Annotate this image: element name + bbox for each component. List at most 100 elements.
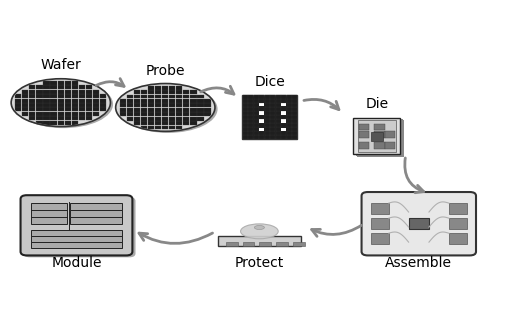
Bar xyxy=(79,94,85,98)
Bar xyxy=(58,85,64,89)
Bar xyxy=(259,132,264,135)
Bar xyxy=(270,103,275,107)
Bar xyxy=(31,242,122,248)
Bar xyxy=(259,242,271,246)
Bar xyxy=(281,123,286,127)
Bar xyxy=(276,127,280,131)
Bar xyxy=(93,108,99,111)
Bar xyxy=(162,99,168,103)
Bar xyxy=(86,116,92,120)
Bar xyxy=(276,95,280,99)
Bar xyxy=(243,111,248,115)
Bar xyxy=(204,112,211,116)
Ellipse shape xyxy=(116,84,215,131)
Bar xyxy=(281,128,286,131)
Bar xyxy=(100,108,106,111)
Bar xyxy=(15,94,21,98)
Bar xyxy=(265,123,269,127)
Bar xyxy=(374,131,385,138)
Bar xyxy=(270,127,275,131)
Bar xyxy=(293,242,304,246)
Bar xyxy=(176,108,182,112)
Bar xyxy=(243,123,248,127)
Bar xyxy=(100,103,106,107)
Bar xyxy=(248,127,253,131)
Bar xyxy=(270,107,275,111)
Bar xyxy=(371,233,389,244)
Bar xyxy=(265,107,269,111)
Bar xyxy=(259,111,264,115)
Bar xyxy=(254,123,258,127)
FancyBboxPatch shape xyxy=(20,195,133,255)
Bar xyxy=(204,103,211,107)
Bar xyxy=(155,125,161,129)
Bar xyxy=(190,95,196,99)
Bar xyxy=(148,125,154,129)
Bar xyxy=(276,99,280,103)
Bar xyxy=(248,123,253,127)
Bar xyxy=(22,108,28,111)
Bar xyxy=(169,112,176,116)
Bar xyxy=(86,112,92,116)
Bar xyxy=(248,135,253,139)
Bar xyxy=(50,99,57,102)
Bar xyxy=(169,125,176,129)
Bar xyxy=(162,117,168,121)
Bar xyxy=(141,99,147,103)
Bar xyxy=(134,117,140,121)
Bar xyxy=(183,90,190,94)
Bar xyxy=(70,203,122,210)
Bar xyxy=(276,107,280,111)
Bar xyxy=(183,108,190,112)
Bar xyxy=(43,94,50,98)
Bar xyxy=(243,135,248,139)
FancyBboxPatch shape xyxy=(24,197,136,257)
Bar xyxy=(281,119,286,123)
Bar xyxy=(176,103,182,107)
Bar xyxy=(276,103,280,107)
Bar xyxy=(50,81,57,85)
Bar xyxy=(243,103,248,107)
Bar xyxy=(287,95,291,99)
Bar xyxy=(281,135,286,139)
Bar xyxy=(31,236,122,242)
FancyBboxPatch shape xyxy=(362,192,476,255)
Bar xyxy=(148,112,154,116)
Bar xyxy=(287,123,291,127)
Bar xyxy=(72,116,78,120)
Bar xyxy=(176,99,182,103)
Bar xyxy=(36,94,42,98)
Bar xyxy=(176,86,182,90)
Bar xyxy=(29,103,36,107)
Bar xyxy=(36,85,42,89)
Bar xyxy=(372,132,383,140)
Bar xyxy=(169,86,176,90)
Bar xyxy=(259,119,264,123)
Bar xyxy=(169,103,176,107)
Bar xyxy=(36,121,42,124)
Bar xyxy=(134,121,140,125)
Bar xyxy=(119,112,126,116)
Bar xyxy=(64,99,71,102)
Bar xyxy=(270,135,275,139)
Bar xyxy=(58,81,64,85)
Bar xyxy=(259,128,264,131)
Bar xyxy=(162,112,168,116)
Bar xyxy=(385,142,395,148)
Bar xyxy=(127,112,133,116)
Bar xyxy=(276,135,280,139)
Bar xyxy=(198,95,204,99)
Bar xyxy=(36,116,42,120)
Bar xyxy=(100,94,106,98)
Bar xyxy=(259,107,264,111)
Bar xyxy=(86,103,92,107)
Bar xyxy=(43,121,50,124)
Bar xyxy=(281,99,286,103)
Bar xyxy=(72,90,78,94)
Bar xyxy=(86,99,92,102)
Bar xyxy=(198,112,204,116)
Bar xyxy=(374,142,385,148)
Bar xyxy=(190,90,196,94)
Bar xyxy=(176,125,182,129)
Bar xyxy=(58,116,64,120)
